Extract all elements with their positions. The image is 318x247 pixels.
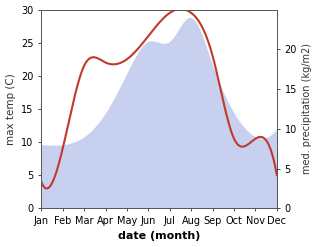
Y-axis label: max temp (C): max temp (C): [5, 73, 16, 145]
Y-axis label: med. precipitation (kg/m2): med. precipitation (kg/m2): [302, 43, 313, 174]
X-axis label: date (month): date (month): [118, 231, 200, 242]
